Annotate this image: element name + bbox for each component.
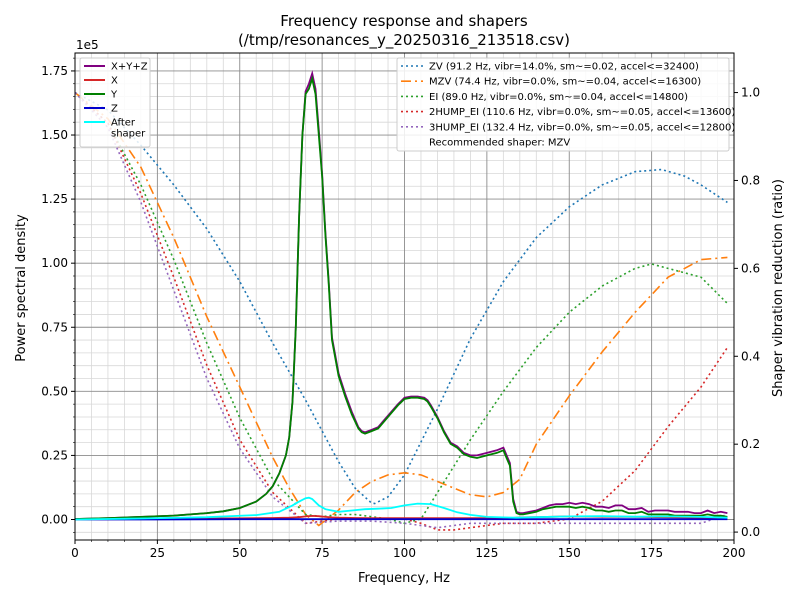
x-tick-label: 125 (475, 546, 498, 560)
chart-title: Frequency response and shapers (280, 12, 528, 30)
psd-legend-label-line: shaper (111, 129, 146, 140)
y-axis-label: Power spectral density (14, 214, 29, 362)
y2-tick-label: 0.2 (741, 437, 760, 451)
psd-legend-label-x-y-z: X+Y+Z (111, 62, 148, 73)
shaper-legend-label-mzv: MZV (74.4 Hz, vibr=0.0%, sm~=0.04, accel… (429, 77, 701, 88)
shaper-legend-label-ei: EI (89.0 Hz, vibr=0.0%, sm~=0.04, accel<… (429, 92, 688, 103)
psd-legend-label-line: Z (111, 104, 118, 115)
y2-tick-label: 1.0 (741, 86, 760, 100)
y-tick-label: 0.75 (41, 320, 68, 334)
x-tick-label: 200 (723, 546, 746, 560)
y-tick-label: 1.50 (41, 128, 68, 142)
shaper-legend-label-3hump-ei: 3HUMP_EI (132.4 Hz, vibr=0.0%, sm~=0.05,… (429, 122, 735, 133)
psd-legend-label-y: Y (110, 90, 118, 101)
y-tick-label: 1.00 (41, 256, 68, 270)
x-tick-label: 150 (558, 546, 581, 560)
y-tick-label: 1.75 (41, 64, 68, 78)
y-tick-label: 0.50 (41, 384, 68, 398)
y-tick-label: 0.25 (41, 448, 68, 462)
psd-legend-label-z: Z (111, 104, 118, 115)
psd-legend-label-line: Y (110, 90, 118, 101)
psd-legend-label-line: X+Y+Z (111, 62, 148, 73)
y2-axis-label: Shaper vibration reduction (ratio) (771, 179, 786, 397)
x-axis-label: Frequency, Hz (358, 571, 450, 586)
y2-tick-label: 0.0 (741, 525, 760, 539)
psd-legend-label-line: X (111, 76, 118, 87)
x-tick-label: 100 (393, 546, 416, 560)
shaper-legend: ZV (91.2 Hz, vibr=14.0%, sm~=0.02, accel… (397, 58, 735, 151)
shaper-legend-label-2hump-ei: 2HUMP_EI (110.6 Hz, vibr=0.0%, sm~=0.05,… (429, 107, 735, 118)
y2-tick-label: 0.6 (741, 261, 760, 275)
y2-tick-label: 0.4 (741, 349, 760, 363)
x-tick-label: 175 (640, 546, 663, 560)
x-tick-label: 75 (314, 546, 329, 560)
chart-subtitle: (/tmp/resonances_y_20250316_213518.csv) (238, 31, 570, 50)
y-tick-label: 1.25 (41, 192, 68, 206)
x-tick-label: 25 (150, 546, 165, 560)
y-tick-label: 0.00 (41, 512, 68, 526)
x-tick-label: 0 (71, 546, 79, 560)
recommended-shaper-label: Recommended shaper: MZV (429, 138, 570, 149)
psd-legend-label-x: X (111, 76, 118, 87)
y-offset-label: 1e5 (76, 38, 99, 52)
shaper-legend-label-zv: ZV (91.2 Hz, vibr=14.0%, sm~=0.02, accel… (429, 62, 699, 73)
psd-legend-label-line: After (111, 118, 136, 129)
x-tick-label: 50 (232, 546, 247, 560)
y2-tick-label: 0.8 (741, 173, 760, 187)
